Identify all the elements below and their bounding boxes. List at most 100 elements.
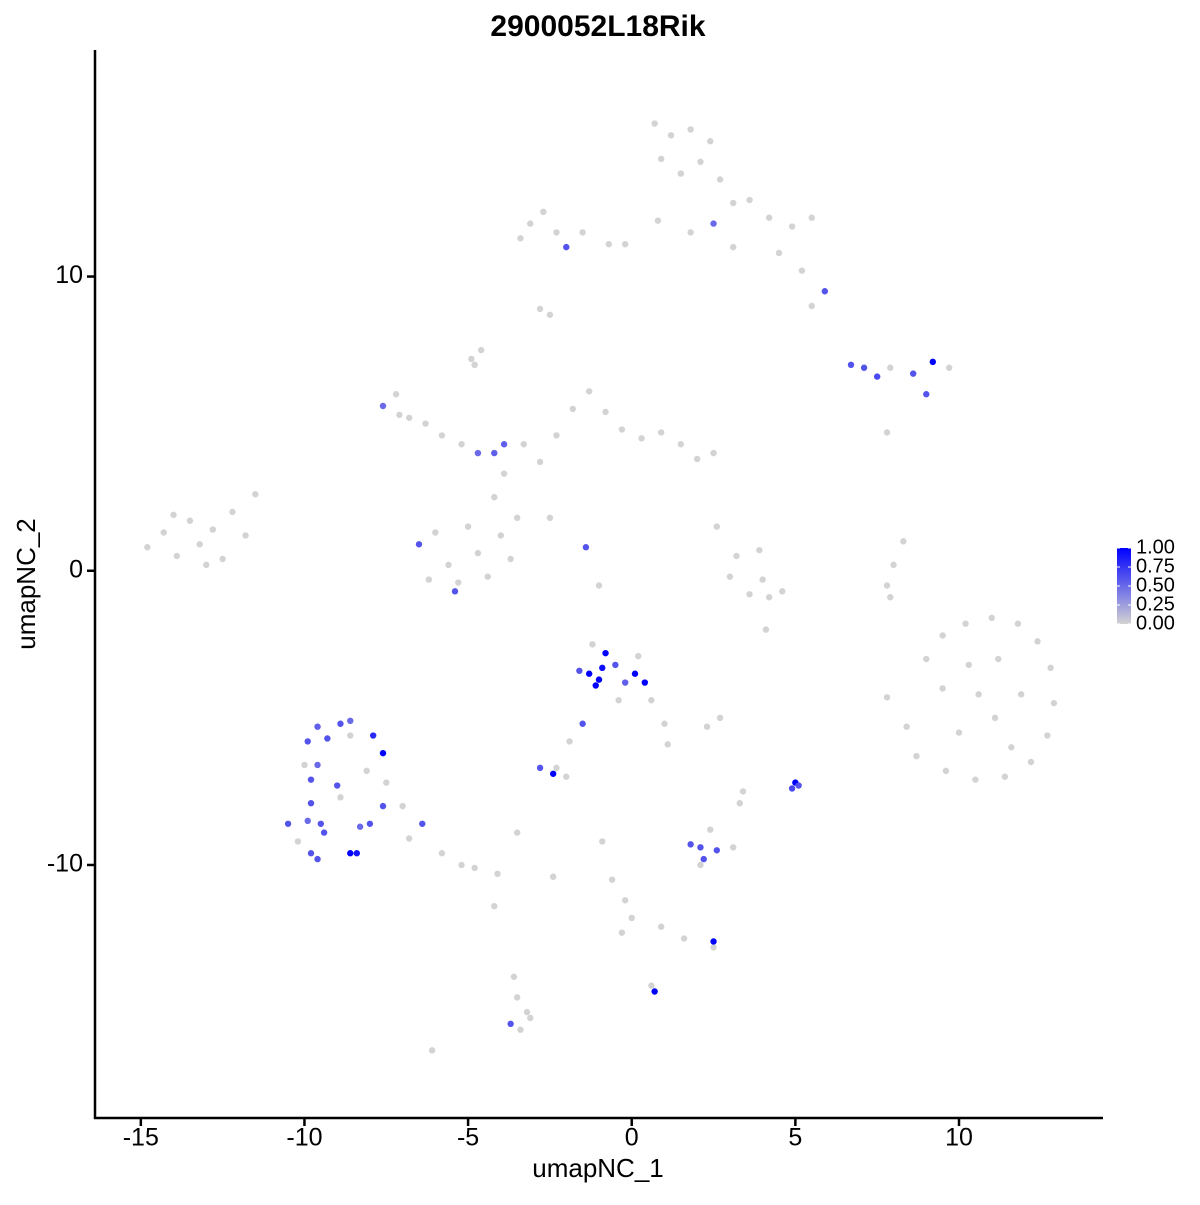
point (582, 544, 590, 551)
x-axis-label: umapNC_1 (532, 1153, 664, 1183)
point (945, 364, 953, 371)
point (520, 441, 527, 448)
point (883, 694, 891, 701)
point (579, 720, 586, 727)
point (677, 441, 685, 448)
point (494, 870, 501, 878)
point (661, 720, 668, 727)
point (939, 632, 946, 639)
point (451, 588, 459, 595)
point (765, 214, 773, 221)
point (337, 794, 344, 801)
colorbar-tick-label: 0.00 (1136, 612, 1175, 634)
point (703, 723, 711, 730)
point (710, 944, 717, 951)
point (1017, 691, 1025, 698)
point (301, 761, 308, 769)
point (317, 820, 325, 827)
x-tick-label: -10 (286, 1124, 322, 1152)
point (347, 850, 354, 857)
colorbar-tick-label: 0.25 (1136, 593, 1175, 615)
point (697, 861, 704, 869)
point (657, 923, 665, 930)
point (697, 158, 704, 166)
point (710, 449, 717, 457)
point (667, 132, 675, 139)
point (405, 835, 413, 842)
point (1050, 699, 1058, 707)
point (975, 691, 982, 698)
point (680, 935, 688, 942)
point (729, 844, 737, 851)
point (955, 729, 963, 736)
point (379, 802, 387, 810)
point (602, 649, 609, 657)
point (710, 220, 717, 227)
point (383, 779, 390, 786)
point (707, 826, 714, 833)
point (337, 720, 344, 727)
point (651, 120, 658, 127)
point (939, 685, 946, 692)
point (458, 441, 465, 448)
point (621, 240, 629, 248)
point (170, 511, 177, 519)
point (729, 243, 737, 251)
point (635, 652, 642, 660)
point (445, 561, 452, 569)
point (615, 697, 622, 704)
point (284, 820, 292, 827)
point (333, 782, 341, 789)
point (1027, 758, 1035, 766)
x-tick-label: 10 (945, 1124, 973, 1152)
point (307, 776, 315, 783)
point (648, 697, 655, 704)
point (713, 847, 721, 854)
point (923, 391, 930, 398)
point (762, 626, 770, 633)
point (396, 411, 403, 419)
point (638, 435, 645, 442)
point (585, 670, 593, 677)
point (242, 532, 249, 539)
point (563, 773, 570, 780)
point (491, 449, 498, 457)
point (484, 573, 491, 580)
colorbar-tick-label: 0.50 (1136, 574, 1175, 596)
point (599, 838, 606, 845)
point (657, 155, 665, 163)
point (887, 364, 894, 371)
colorbar (1117, 548, 1131, 624)
point (608, 876, 616, 883)
point (422, 420, 429, 427)
point (500, 441, 508, 448)
point (252, 491, 259, 498)
point (569, 405, 577, 413)
point (631, 670, 639, 677)
point (795, 782, 802, 789)
point (196, 541, 203, 548)
point (405, 414, 413, 421)
colorbar-tick-label: 0.75 (1136, 555, 1175, 577)
point (887, 594, 894, 601)
point (746, 591, 753, 598)
point (546, 311, 554, 318)
point (314, 855, 321, 863)
point (736, 799, 743, 807)
point (458, 861, 465, 869)
point (648, 982, 655, 989)
point (716, 714, 724, 722)
point (320, 829, 328, 836)
point (203, 561, 210, 569)
point (513, 514, 521, 522)
point (700, 855, 707, 863)
point (553, 764, 560, 772)
point (474, 449, 482, 457)
point (415, 541, 423, 548)
point (808, 214, 815, 221)
chart-title: 2900052L18Rik (490, 10, 705, 43)
y-axis-label: umapNC_2 (11, 518, 41, 650)
point (369, 732, 377, 739)
x-tick-label: 5 (788, 1124, 802, 1152)
point (500, 470, 508, 477)
